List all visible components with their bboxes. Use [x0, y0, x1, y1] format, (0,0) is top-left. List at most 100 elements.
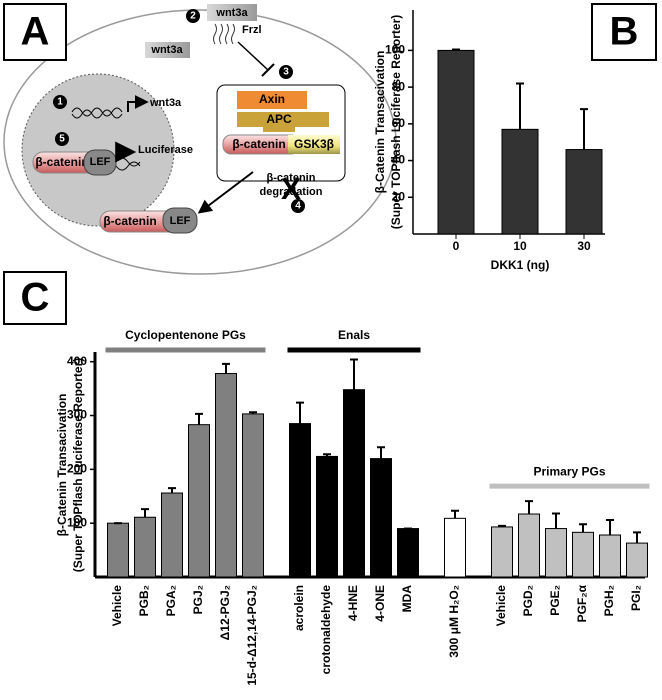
bar — [599, 534, 621, 578]
error-bar — [579, 523, 587, 533]
error-bar — [168, 487, 176, 494]
step-number: 1 — [57, 97, 63, 108]
x-tick-label: PGF₂α — [575, 584, 589, 622]
step-number: 5 — [59, 134, 65, 145]
inhibit-bar — [261, 63, 275, 77]
x-tick-label: 30 — [577, 239, 591, 253]
panel-box — [591, 3, 657, 61]
x-tick-label: 4-ONE — [373, 585, 387, 622]
error-bar — [552, 512, 560, 529]
panel-box — [3, 3, 67, 61]
bar — [397, 528, 419, 578]
bar — [188, 424, 210, 578]
y-tick-label: 80 — [392, 79, 406, 93]
bar — [242, 413, 264, 578]
lef-label: LEF — [90, 156, 111, 168]
diagram: A wnt3a Frzl 2 wnt3a 3 Axin APC β-cateni… — [3, 3, 397, 275]
error-bar — [633, 531, 641, 544]
apc-label: APC — [266, 112, 292, 126]
y-tick-label: 400 — [67, 354, 87, 368]
gsk3b — [288, 135, 340, 154]
group-label: Enals — [338, 328, 370, 342]
step-badge — [291, 199, 305, 213]
x-tick-label: PGH₂ — [602, 585, 616, 616]
apc — [237, 112, 329, 132]
error-bar — [525, 500, 533, 515]
x-tick-label: PGI₂ — [629, 585, 643, 611]
bar — [491, 526, 513, 578]
y-tick-label: 60 — [392, 116, 406, 130]
error-bar — [580, 108, 588, 150]
beta-catenin-label: β-catenin — [232, 137, 285, 151]
x-tick-label: Δ12-PGJ₂ — [218, 585, 232, 640]
y-axis-label: (Super TOPflash Luciferase Reporter) — [389, 15, 403, 230]
x-tick-label: 4-HNE — [346, 585, 360, 621]
degradation-label: β-catenin — [267, 172, 316, 184]
y-tick-label: 100 — [385, 43, 405, 57]
reporter-label: Luciferase — [138, 144, 193, 156]
x-tick-label: PGE₂ — [548, 585, 562, 616]
ligand-box — [207, 4, 257, 21]
error-bar — [498, 524, 506, 527]
y-tick-label: 100 — [67, 515, 87, 529]
degradation-label: degradation — [260, 186, 323, 198]
x-tick-label: crotonaldehyde — [319, 585, 333, 675]
bar — [545, 528, 567, 578]
y-axis-label: (Super TOPflash Luciferase Reporter) — [71, 358, 85, 573]
step-number: 3 — [283, 67, 289, 78]
bar — [572, 531, 594, 578]
bar — [626, 542, 648, 578]
bar — [161, 492, 183, 578]
error-bar — [452, 48, 460, 51]
ligand-top: wnt3a — [215, 7, 248, 19]
error-bar — [377, 446, 385, 459]
bar — [289, 423, 311, 578]
receptor-label: Frzl — [242, 24, 262, 36]
beta-catenin-label: β-catenin — [103, 214, 156, 228]
step-badge — [55, 132, 69, 146]
step-badge — [279, 65, 293, 79]
transcription-arrow — [127, 95, 149, 112]
error-bar — [350, 358, 358, 390]
x-tick-label: PGD₂ — [521, 585, 535, 616]
bar — [370, 458, 392, 578]
release-arrow — [197, 171, 254, 214]
error-bar — [141, 508, 149, 518]
y-axis-label: β-Catenin Transacivation — [55, 394, 69, 537]
transcription-arrow — [115, 141, 137, 163]
group-label: Cyclopentenone PGs — [125, 328, 246, 342]
bar — [343, 389, 365, 578]
error-bar — [296, 401, 304, 424]
bar — [501, 128, 539, 235]
axin-label: Axin — [259, 92, 285, 106]
x-tick-label: Vehicle — [110, 585, 124, 627]
degradation-mark: X — [281, 173, 301, 206]
x-tick-label: MDA — [400, 585, 414, 613]
group-label: Primary PGs — [533, 464, 605, 478]
gene-label: wnt3a — [149, 97, 182, 109]
bar — [316, 455, 338, 578]
bar — [444, 517, 466, 578]
x-tick-label: 10 — [513, 239, 527, 253]
lef — [162, 207, 198, 234]
bar — [565, 149, 603, 235]
step-badge — [53, 95, 67, 109]
ligand-free: wnt3a — [150, 44, 183, 56]
y-tick-label: 40 — [392, 153, 406, 167]
beta-catenin-label: β-catenin — [35, 155, 88, 169]
x-tick-label: 15-d-Δ12,14-PGJ₂ — [245, 585, 259, 686]
bar — [518, 513, 540, 578]
bar — [107, 522, 129, 578]
y-tick-label: 20 — [392, 189, 406, 203]
error-bar — [249, 411, 257, 414]
y-axis-label: β-Catenin Transacivation — [373, 51, 387, 194]
x-tick-label: PGA₂ — [164, 585, 178, 616]
bar — [134, 516, 156, 578]
error-bar — [606, 518, 614, 536]
y-tick-label: 200 — [67, 462, 87, 476]
dna — [71, 107, 123, 119]
y-tick-label: 300 — [67, 408, 87, 422]
x-tick-label: PGJ₂ — [191, 585, 205, 614]
